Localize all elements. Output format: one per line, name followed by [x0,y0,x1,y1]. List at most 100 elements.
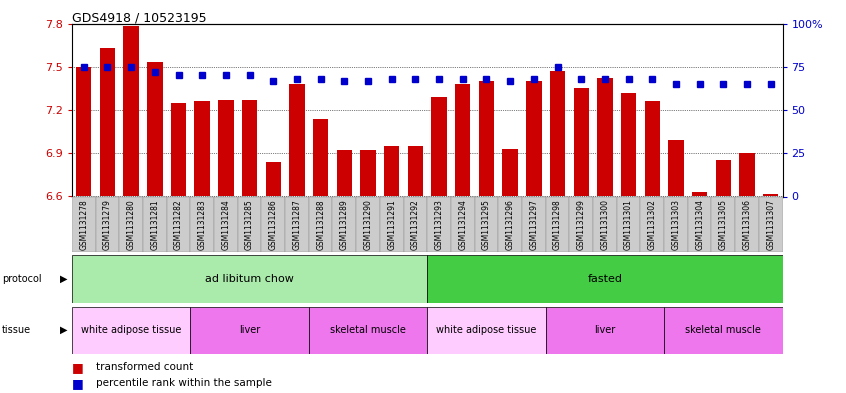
Text: transformed count: transformed count [96,362,193,373]
Bar [261,196,285,252]
Text: GSM1131299: GSM1131299 [577,199,585,250]
Text: GSM1131291: GSM1131291 [387,199,396,250]
Text: ▶: ▶ [60,325,68,335]
Text: GSM1131284: GSM1131284 [222,199,230,250]
Bar [735,196,759,252]
Text: GSM1131292: GSM1131292 [411,199,420,250]
Bar [427,196,451,252]
Bar [242,100,257,196]
Bar [332,196,356,252]
Bar [479,81,494,196]
Bar [427,255,783,303]
Bar [711,196,735,252]
Bar [597,78,613,196]
Bar [688,196,711,252]
Bar [404,196,427,252]
Bar [664,196,688,252]
Bar [455,84,470,196]
Bar [214,196,238,252]
Bar [668,140,684,196]
Text: GDS4918 / 10523195: GDS4918 / 10523195 [72,12,206,25]
Text: GSM1131282: GSM1131282 [174,199,183,250]
Text: GSM1131295: GSM1131295 [482,199,491,250]
Text: ad libitum chow: ad libitum chow [205,274,294,284]
Text: GSM1131285: GSM1131285 [245,199,254,250]
Bar [309,307,427,354]
Bar [360,151,376,196]
Bar [739,153,755,196]
Bar [593,196,617,252]
Bar [526,81,541,196]
Bar [337,151,352,196]
Bar [664,307,783,354]
Text: liver: liver [239,325,261,335]
Bar [550,71,565,196]
Text: GSM1131298: GSM1131298 [553,199,562,250]
Bar [218,100,233,196]
Text: ▶: ▶ [60,274,68,284]
Bar [100,48,115,196]
Bar [640,196,664,252]
Bar [96,196,119,252]
Bar [72,307,190,354]
Text: skeletal muscle: skeletal muscle [330,325,406,335]
Text: GSM1131280: GSM1131280 [127,199,135,250]
Text: GSM1131306: GSM1131306 [743,199,751,250]
Text: GSM1131307: GSM1131307 [766,199,775,250]
Bar [475,196,498,252]
Bar [147,62,162,196]
Bar [384,146,399,196]
Text: GSM1131294: GSM1131294 [459,199,467,250]
Text: GSM1131296: GSM1131296 [506,199,514,250]
Bar [431,97,447,196]
Bar [195,101,210,196]
Text: GSM1131301: GSM1131301 [624,199,633,250]
Text: GSM1131289: GSM1131289 [340,199,349,250]
Bar [569,196,593,252]
Text: GSM1131288: GSM1131288 [316,199,325,250]
Bar [380,196,404,252]
Bar [238,196,261,252]
Text: skeletal muscle: skeletal muscle [685,325,761,335]
Text: GSM1131305: GSM1131305 [719,199,728,250]
Bar [574,88,589,196]
Bar [289,84,305,196]
Bar [617,196,640,252]
Bar [309,196,332,252]
Text: tissue: tissue [2,325,30,335]
Text: liver: liver [594,325,616,335]
Text: white adipose tissue: white adipose tissue [81,325,181,335]
Text: GSM1131302: GSM1131302 [648,199,656,250]
Text: ■: ■ [72,376,84,390]
Text: GSM1131304: GSM1131304 [695,199,704,250]
Bar [451,196,475,252]
Text: percentile rank within the sample: percentile rank within the sample [96,378,272,388]
Bar [285,196,309,252]
Text: GSM1131279: GSM1131279 [103,199,112,250]
Bar [167,196,190,252]
Bar [427,307,546,354]
Text: fasted: fasted [587,274,623,284]
Text: ■: ■ [72,361,84,374]
Bar [503,149,518,196]
Bar [692,192,707,196]
Bar [621,93,636,196]
Bar [546,196,569,252]
Bar [356,196,380,252]
Text: protocol: protocol [2,274,41,284]
Bar [408,146,423,196]
Bar [72,196,96,252]
Text: GSM1131290: GSM1131290 [364,199,372,250]
Bar [759,196,783,252]
Text: GSM1131283: GSM1131283 [198,199,206,250]
Bar [645,101,660,196]
Bar [716,160,731,196]
Bar [313,119,328,196]
Text: white adipose tissue: white adipose tissue [437,325,536,335]
Bar [498,196,522,252]
Bar [72,255,427,303]
Bar [266,162,281,196]
Text: GSM1131293: GSM1131293 [435,199,443,250]
Text: GSM1131300: GSM1131300 [601,199,609,250]
Bar [190,196,214,252]
